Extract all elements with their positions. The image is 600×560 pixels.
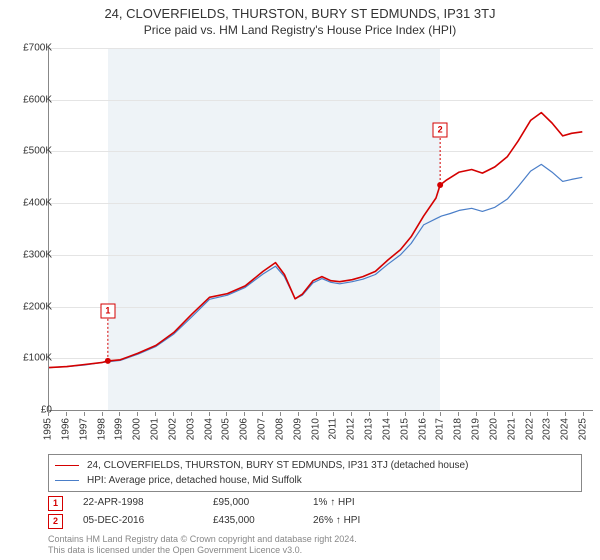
x-axis-ticks: 1995199619971998199920002001200220032004… (48, 412, 592, 456)
transaction-row-1: 1 22-APR-1998 £95,000 1% ↑ HPI (48, 494, 568, 512)
x-tick-label: 1995 (43, 418, 54, 440)
x-tick-label: 2008 (274, 418, 285, 440)
credits: Contains HM Land Registry data © Crown c… (48, 534, 357, 556)
x-tick-label: 2003 (185, 418, 196, 440)
transaction-rows: 1 22-APR-1998 £95,000 1% ↑ HPI 2 05-DEC-… (48, 494, 568, 530)
title-block: 24, CLOVERFIELDS, THURSTON, BURY ST EDMU… (0, 0, 600, 37)
transaction-price-1: £95,000 (213, 494, 293, 512)
legend-label-subject: 24, CLOVERFIELDS, THURSTON, BURY ST EDMU… (87, 458, 468, 473)
x-tick-label: 2015 (399, 418, 410, 440)
x-tick-label: 2024 (560, 418, 571, 440)
x-tick-label: 2020 (488, 418, 499, 440)
legend-box: 24, CLOVERFIELDS, THURSTON, BURY ST EDMU… (48, 454, 582, 492)
x-tick-label: 2005 (221, 418, 232, 440)
legend-swatch-hpi (55, 480, 79, 481)
transaction-marker-2: 2 (48, 514, 63, 529)
series-hpi (49, 164, 582, 367)
chart-subtitle: Price paid vs. HM Land Registry's House … (0, 23, 600, 37)
x-tick-label: 2014 (381, 418, 392, 440)
transaction-pct-2: 26% ↑ HPI (313, 512, 383, 530)
x-tick-label: 2021 (506, 418, 517, 440)
sale-marker-1: 1 (100, 303, 115, 318)
x-tick-label: 1996 (60, 418, 71, 440)
transaction-date-1: 22-APR-1998 (83, 494, 193, 512)
legend-label-hpi: HPI: Average price, detached house, Mid … (87, 473, 302, 488)
x-tick-label: 1997 (78, 418, 89, 440)
x-tick-label: 2017 (435, 418, 446, 440)
legend-item-hpi: HPI: Average price, detached house, Mid … (55, 473, 575, 488)
y-tick-label: £100K (6, 353, 52, 364)
transaction-date-2: 05-DEC-2016 (83, 512, 193, 530)
credits-line-1: Contains HM Land Registry data © Crown c… (48, 534, 357, 545)
series-subject (49, 113, 582, 368)
transaction-price-2: £435,000 (213, 512, 293, 530)
transaction-row-2: 2 05-DEC-2016 £435,000 26% ↑ HPI (48, 512, 568, 530)
x-tick-label: 2025 (578, 418, 589, 440)
transaction-marker-1: 1 (48, 496, 63, 511)
x-tick-label: 2001 (150, 418, 161, 440)
x-tick-label: 2002 (167, 418, 178, 440)
x-tick-label: 1998 (96, 418, 107, 440)
x-tick-label: 2012 (346, 418, 357, 440)
y-tick-label: £0 (6, 405, 52, 416)
y-tick-label: £200K (6, 301, 52, 312)
x-tick-label: 2006 (239, 418, 250, 440)
legend-swatch-subject (55, 465, 79, 466)
x-tick-label: 2019 (471, 418, 482, 440)
plot-area: 12 (48, 48, 592, 410)
x-tick-label: 2013 (364, 418, 375, 440)
line-series-svg (49, 48, 593, 410)
x-tick-label: 2022 (524, 418, 535, 440)
y-tick-label: £700K (6, 43, 52, 54)
y-tick-label: £400K (6, 198, 52, 209)
y-tick-label: £500K (6, 146, 52, 157)
x-tick-label: 1999 (114, 418, 125, 440)
x-tick-label: 2004 (203, 418, 214, 440)
x-tick-label: 2000 (132, 418, 143, 440)
x-tick-label: 2016 (417, 418, 428, 440)
x-tick-label: 2007 (257, 418, 268, 440)
y-tick-label: £600K (6, 94, 52, 105)
x-tick-label: 2010 (310, 418, 321, 440)
x-tick-label: 2011 (328, 418, 339, 440)
x-tick-label: 2009 (292, 418, 303, 440)
chart-container: 24, CLOVERFIELDS, THURSTON, BURY ST EDMU… (0, 0, 600, 560)
credits-line-2: This data is licensed under the Open Gov… (48, 545, 357, 556)
x-tick-label: 2023 (542, 418, 553, 440)
legend-item-subject: 24, CLOVERFIELDS, THURSTON, BURY ST EDMU… (55, 458, 575, 473)
x-tick-label: 2018 (453, 418, 464, 440)
y-tick-label: £300K (6, 249, 52, 260)
chart-title: 24, CLOVERFIELDS, THURSTON, BURY ST EDMU… (0, 6, 600, 21)
transaction-pct-1: 1% ↑ HPI (313, 494, 383, 512)
sale-marker-2: 2 (433, 123, 448, 138)
